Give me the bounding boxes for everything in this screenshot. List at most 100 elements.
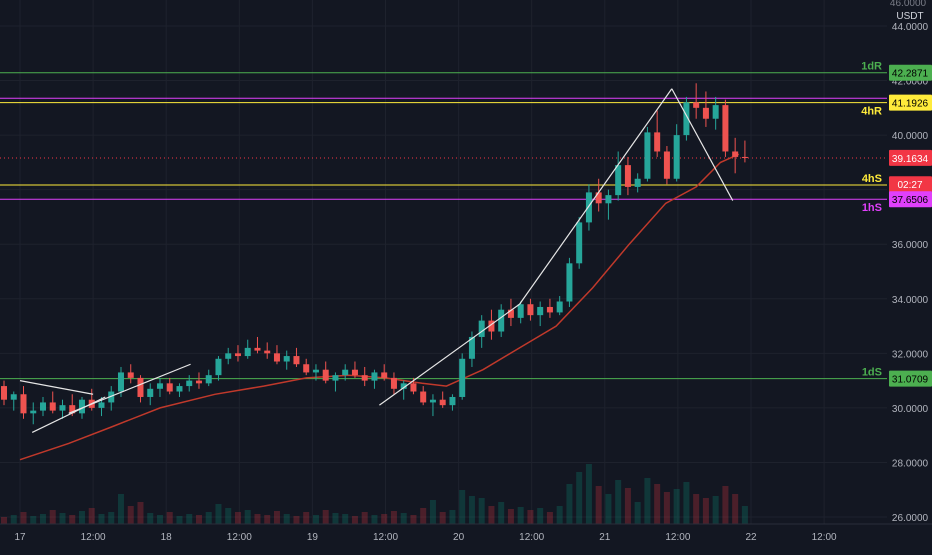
- candle-body: [420, 391, 427, 403]
- volume-bar: [410, 515, 417, 524]
- volume-bar: [439, 512, 446, 524]
- 1hS-price-box: [889, 191, 932, 208]
- volume-bars: [1, 464, 748, 524]
- volume-bar: [390, 511, 397, 524]
- volume-bar: [449, 510, 456, 524]
- volume-bar: [507, 509, 514, 524]
- volume-bar: [342, 514, 349, 524]
- 4hR-price: 41.1926: [892, 99, 929, 110]
- 1hS-price: 37.6506: [892, 195, 929, 206]
- volume-bar: [254, 514, 261, 524]
- volume-bar: [576, 472, 583, 524]
- time-tick-label: 21: [599, 532, 611, 543]
- volume-bar: [59, 513, 66, 524]
- volume-bar: [88, 508, 95, 524]
- candle-body: [303, 364, 310, 373]
- candle-body: [166, 383, 173, 392]
- candle-body: [556, 301, 563, 313]
- volume-bar: [488, 506, 495, 524]
- candle-body: [459, 358, 466, 397]
- candle-body: [732, 151, 739, 157]
- time-tick-label: 18: [161, 532, 173, 543]
- trendlines[interactable]: [19, 88, 734, 433]
- candle-body: [59, 405, 66, 411]
- candle-body: [30, 410, 37, 414]
- 4hR-price-box: [889, 94, 932, 111]
- volume-bar: [429, 500, 436, 524]
- volume-bar: [69, 515, 76, 524]
- candle-body: [576, 222, 583, 264]
- candle-body: [712, 105, 719, 119]
- volume-bar: [312, 515, 319, 524]
- volume-bar: [108, 512, 115, 524]
- level-label: 4hR: [861, 106, 882, 118]
- currency-label[interactable]: USDT: [896, 11, 923, 22]
- volume-bar: [1, 517, 7, 524]
- volume-bar: [117, 494, 124, 524]
- volume-bar: [351, 516, 358, 524]
- candle-body: [78, 399, 85, 414]
- candle-body: [205, 375, 212, 384]
- countdown-box: [889, 176, 932, 193]
- price-axis[interactable]: [887, 0, 932, 524]
- time-tick-label: 19: [307, 532, 319, 543]
- volume-bar: [10, 515, 17, 524]
- time-tick-label: 12:00: [519, 532, 544, 543]
- candle-body: [595, 192, 602, 204]
- 1dS-price: 31.0709: [892, 375, 929, 386]
- volume-bar: [234, 512, 241, 524]
- candle-body: [39, 402, 46, 411]
- candle-body: [20, 394, 27, 414]
- volume-bar: [215, 504, 222, 524]
- level-label: 1dR: [861, 61, 882, 73]
- candle-body: [127, 372, 134, 378]
- price-tick-partial: 46.0000: [890, 0, 927, 9]
- time-tick-label: 17: [14, 532, 26, 543]
- time-tick-label: 12:00: [373, 532, 398, 543]
- candle-body: [585, 192, 592, 223]
- time-axis[interactable]: [0, 524, 887, 550]
- time-tick-label: 12:00: [227, 532, 252, 543]
- time-tick-label: 22: [745, 532, 757, 543]
- time-tick-label: 12:00: [812, 532, 837, 543]
- volume-bar: [468, 496, 475, 524]
- trendline: [19, 380, 94, 395]
- candle-body: [507, 309, 514, 318]
- candle-body: [1, 386, 7, 400]
- candle-body: [186, 380, 193, 387]
- candle-body: [225, 353, 232, 359]
- candle-body: [605, 195, 612, 204]
- volume-bar: [741, 506, 748, 524]
- price-tick-label: 28.0000: [892, 458, 929, 469]
- volume-bar: [205, 512, 212, 524]
- candle-body: [537, 306, 544, 316]
- volume-bar: [20, 512, 27, 524]
- candle-body: [644, 132, 651, 179]
- trendline: [68, 363, 191, 414]
- candle-body: [693, 102, 700, 108]
- candle-body: [283, 356, 290, 362]
- volume-bar: [98, 514, 105, 524]
- candle-body: [449, 396, 456, 406]
- candle-body: [137, 377, 144, 397]
- volume-bar: [225, 508, 232, 524]
- time-tick-label: 20: [453, 532, 465, 543]
- candle-body: [741, 156, 748, 159]
- volume-bar: [546, 512, 553, 524]
- level-label: 1dS: [862, 367, 882, 379]
- volume-bar: [498, 502, 505, 524]
- candle-body: [488, 320, 495, 332]
- volume-bar: [78, 511, 85, 524]
- candle-body: [293, 356, 300, 365]
- volume-bar: [595, 486, 602, 524]
- volume-bar: [683, 482, 690, 524]
- candle-body: [478, 320, 485, 337]
- volume-bar: [722, 486, 729, 524]
- candle-body: [342, 369, 349, 376]
- volume-bar: [693, 494, 700, 524]
- price-tick-label: 42.0000: [892, 77, 929, 88]
- volume-bar: [400, 513, 407, 524]
